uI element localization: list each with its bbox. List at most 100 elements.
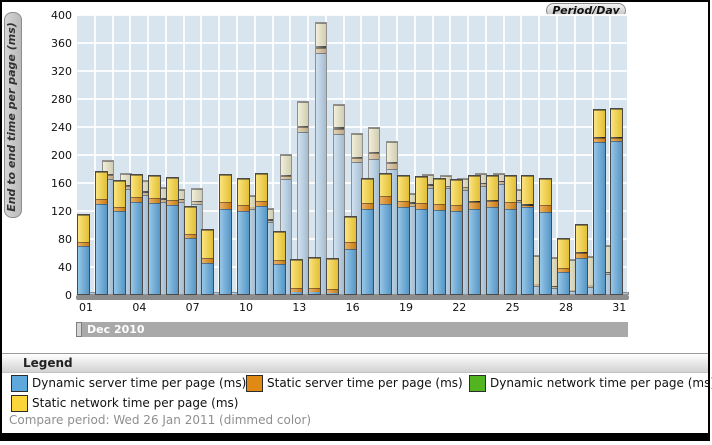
bar-segment-static-server — [397, 200, 409, 207]
main-bar[interactable] — [503, 174, 517, 295]
bar-segment-dynamic-server — [173, 202, 184, 294]
gridline-horizontal — [77, 70, 627, 72]
y-tick-label: 0 — [65, 289, 72, 302]
bar-segment-static-server — [113, 206, 125, 212]
bar-segment-static-network — [504, 175, 516, 202]
main-bar[interactable] — [574, 224, 588, 295]
gridline-vertical — [147, 15, 150, 295]
legend-swatch — [246, 375, 263, 392]
main-bar[interactable] — [165, 176, 179, 295]
slider-handle[interactable] — [76, 322, 82, 337]
bar-segment-dynamic-server — [344, 249, 356, 294]
bar-segment-static-server — [476, 184, 487, 187]
compare-bar[interactable] — [332, 104, 345, 295]
bar-segment-static-network — [344, 217, 356, 243]
main-bar[interactable] — [521, 175, 535, 295]
bar-segment-static-network — [369, 128, 380, 152]
main-bar[interactable] — [343, 216, 357, 295]
bar-segment-static-network — [298, 101, 309, 127]
bar-segment-dynamic-network — [493, 180, 504, 183]
main-bar[interactable] — [183, 206, 197, 295]
baseline-stub — [271, 295, 292, 300]
bar-segment-dynamic-server — [326, 292, 338, 294]
main-bar[interactable] — [468, 175, 482, 295]
bottom-divider — [0, 433, 710, 441]
bar-segment-static-network — [316, 23, 327, 46]
x-tick-label: 28 — [558, 301, 573, 314]
baseline-stub — [253, 295, 274, 300]
bar-segment-static-network — [120, 174, 131, 185]
main-bar[interactable] — [592, 108, 606, 295]
main-bar[interactable] — [414, 176, 428, 295]
gridline-horizontal — [77, 14, 627, 16]
bar-segment-static-server — [458, 186, 469, 190]
bar-segment-dynamic-server — [237, 210, 249, 294]
bar-segment-static-network — [380, 174, 392, 197]
bar-segment-static-server — [582, 284, 593, 287]
main-bar[interactable] — [610, 108, 624, 295]
gridline-vertical — [538, 15, 541, 295]
legend-label: Static server time per page (ms) — [267, 376, 463, 390]
main-bar[interactable] — [325, 258, 339, 295]
main-bar[interactable] — [450, 178, 464, 295]
bar-segment-static-server — [262, 220, 273, 222]
main-bar[interactable] — [308, 256, 322, 295]
bar-segment-dynamic-server — [149, 203, 161, 294]
bar-segment-static-server — [422, 185, 433, 188]
compare-bar[interactable] — [315, 22, 328, 295]
compare-bar[interactable] — [279, 154, 292, 295]
bar-segment-static-server — [404, 203, 415, 206]
bar-segment-static-network — [85, 292, 95, 294]
bar-segment-dynamic-network — [280, 175, 291, 177]
bar-segment-dynamic-server — [131, 202, 143, 294]
bar-segment-dynamic-network — [522, 204, 534, 206]
main-bar[interactable] — [201, 228, 215, 295]
compare-period-note: Compare period: Wed 26 Jan 2011 (dimmed … — [9, 413, 312, 427]
bar-segment-static-server — [131, 196, 143, 203]
gridline-vertical — [253, 15, 256, 295]
bar-segment-static-network — [166, 177, 178, 201]
baseline-stub — [555, 295, 576, 300]
bar-segment-dynamic-server — [564, 291, 575, 294]
gridline-vertical — [555, 15, 558, 295]
gridline-vertical — [573, 15, 576, 295]
main-bar[interactable] — [94, 170, 108, 295]
main-bar[interactable] — [77, 213, 90, 295]
main-bar[interactable] — [254, 173, 268, 295]
main-bar[interactable] — [556, 237, 570, 295]
bar-segment-dynamic-server — [166, 205, 178, 294]
main-bar[interactable] — [539, 177, 553, 295]
main-bar[interactable] — [379, 173, 393, 295]
baseline-stub — [591, 295, 612, 300]
bar-segment-dynamic-server — [209, 293, 220, 294]
compare-bar[interactable] — [297, 100, 310, 295]
main-bar[interactable] — [130, 174, 144, 295]
gridline-vertical — [413, 15, 416, 295]
bar-segment-static-network — [191, 189, 202, 201]
baseline-stub — [200, 295, 221, 300]
main-bar[interactable] — [236, 178, 250, 295]
bar-segment-static-network — [333, 105, 344, 127]
main-bar[interactable] — [148, 174, 162, 295]
time-range-slider[interactable]: Dec 2010 — [76, 322, 628, 337]
main-bar[interactable] — [219, 174, 233, 295]
legend-swatch — [11, 395, 28, 412]
main-bar[interactable] — [361, 177, 375, 295]
gridline-vertical — [164, 15, 167, 295]
main-bar[interactable] — [112, 179, 126, 295]
main-bar[interactable] — [290, 259, 304, 295]
main-bar[interactable] — [396, 175, 410, 295]
bar-segment-dynamic-server — [404, 205, 415, 294]
bar-segment-static-server — [149, 198, 161, 203]
baseline-stub — [218, 295, 239, 300]
main-bar[interactable] — [432, 178, 446, 295]
bar-segment-static-network — [131, 175, 143, 197]
bar-segment-static-server — [387, 163, 398, 169]
y-tick-label: 400 — [51, 9, 72, 22]
main-bar[interactable] — [272, 231, 286, 295]
bar-segment-static-network — [582, 256, 593, 285]
main-bar[interactable] — [485, 174, 499, 295]
baseline-stub — [378, 295, 399, 300]
bar-segment-static-server — [451, 205, 463, 211]
bar-segment-dynamic-network — [156, 198, 167, 200]
